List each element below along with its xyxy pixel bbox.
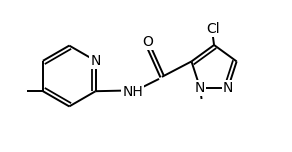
Text: N: N bbox=[91, 54, 101, 68]
Text: Cl: Cl bbox=[206, 22, 219, 36]
Text: NH: NH bbox=[123, 85, 143, 99]
Text: O: O bbox=[142, 35, 153, 49]
Text: N: N bbox=[223, 81, 233, 95]
Text: N: N bbox=[195, 81, 205, 95]
